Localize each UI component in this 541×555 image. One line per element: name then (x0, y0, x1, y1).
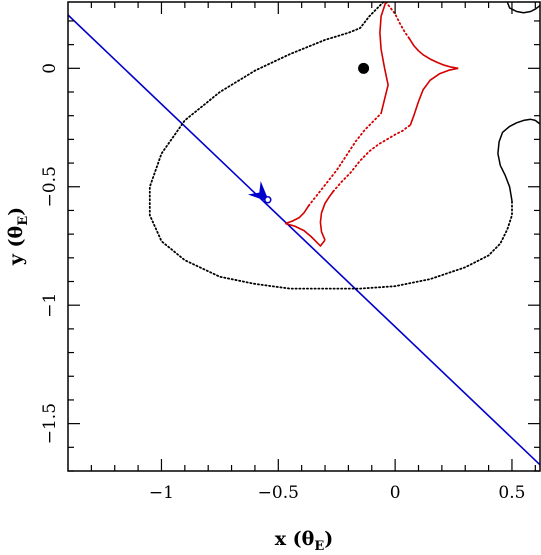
caustic-dotted-7 (307, 112, 383, 207)
plot-frame (67, 1, 541, 472)
plot-data-area (68, 2, 540, 466)
caustic-solid-5 (319, 191, 334, 241)
x-axis-unit-subscript: E (314, 539, 324, 554)
y-tick-labels: 0 −0.5 −1 −1.5 (40, 63, 60, 444)
lens-point (358, 62, 370, 74)
x-axis-label: x (θE) (275, 528, 334, 554)
direction-arrow (247, 181, 270, 203)
y-tick-label: −1.5 (40, 403, 60, 444)
y-axis-close-paren: ) (5, 207, 27, 216)
x-tick-label: 0 (390, 483, 401, 503)
caustic-solid-1 (408, 37, 459, 70)
axis-ticks (68, 2, 540, 472)
critical-curve-dotted-10 (148, 2, 513, 290)
caustic-solid-4 (285, 222, 326, 247)
critical-curve-solid-11 (497, 118, 540, 202)
y-tick-label: −1 (40, 293, 60, 318)
critical-curve-solid-12 (506, 2, 540, 14)
x-axis-close-paren: ) (324, 528, 333, 550)
y-axis-var: y (5, 253, 27, 266)
source-position-marker (264, 196, 272, 204)
y-tick-label: 0 (40, 63, 60, 74)
y-tick-label: −0.5 (40, 166, 60, 207)
x-axis-open-paren: ( (286, 528, 302, 550)
y-axis-label: y (θE) (5, 207, 31, 266)
x-axis-unit-symbol: θ (302, 528, 315, 550)
x-tick-label: −1 (149, 483, 174, 503)
y-axis-unit-symbol: θ (5, 226, 27, 239)
x-axis-var: x (275, 528, 287, 550)
caustic-solid-2 (409, 67, 459, 126)
caustic-solid-3 (379, 2, 389, 114)
source-trajectory-0 (68, 14, 540, 466)
x-tick-label: −0.5 (258, 483, 299, 503)
x-tick-label: 0.5 (498, 483, 525, 503)
y-axis-unit-subscript: E (16, 216, 31, 226)
caustic-solid-6 (285, 205, 310, 225)
caustic-dotted-8 (332, 124, 412, 193)
x-tick-labels: −1 −0.5 0 0.5 (149, 483, 526, 503)
y-axis-open-paren: ( (5, 238, 27, 254)
caustic-dotted-9 (384, 2, 411, 40)
